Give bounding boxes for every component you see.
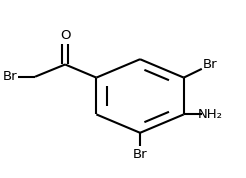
Text: Br: Br [133, 148, 147, 161]
Text: Br: Br [203, 58, 217, 71]
Text: O: O [60, 29, 70, 42]
Text: Br: Br [2, 70, 17, 83]
Text: NH₂: NH₂ [198, 108, 223, 121]
